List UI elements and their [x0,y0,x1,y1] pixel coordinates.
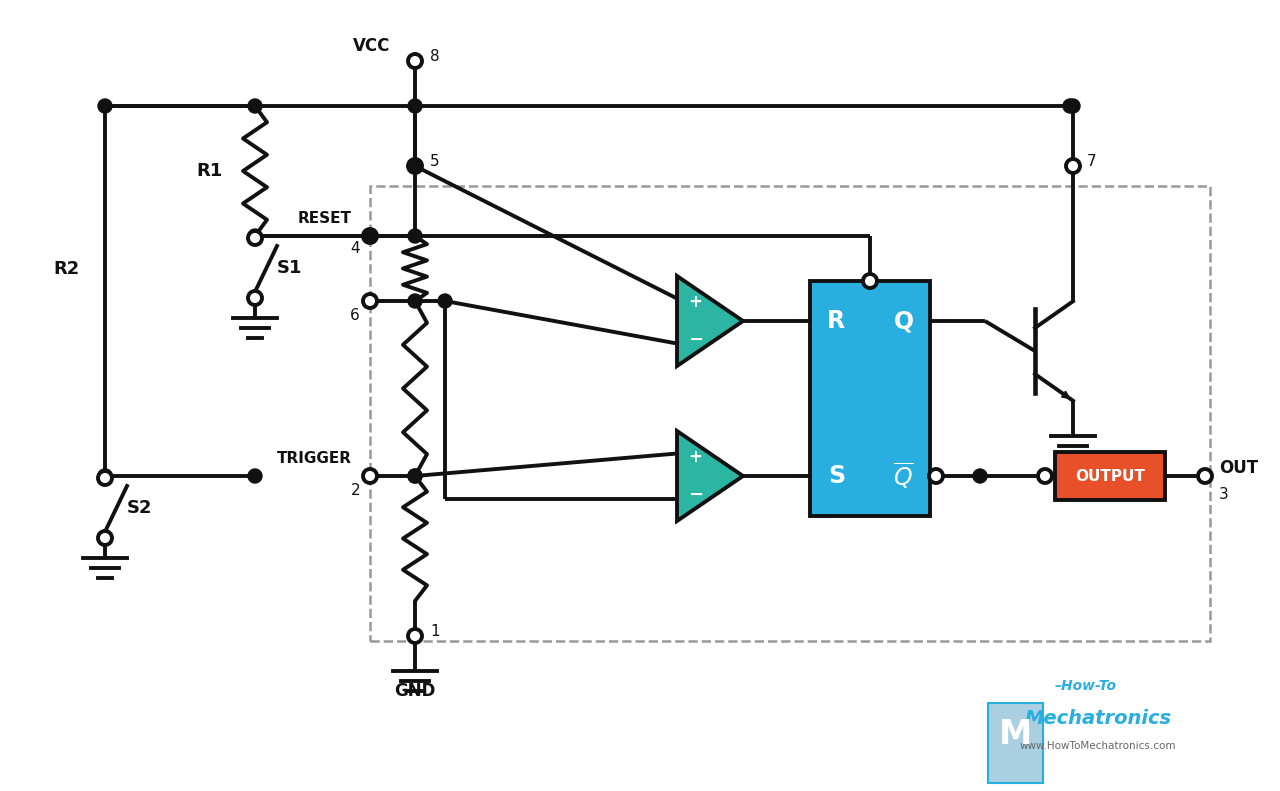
Circle shape [1066,159,1080,173]
Circle shape [863,274,877,288]
Circle shape [1062,99,1076,113]
Circle shape [248,99,262,113]
Text: $\overline{Q}$: $\overline{Q}$ [893,461,914,491]
Text: 1: 1 [430,623,439,638]
Circle shape [863,274,877,288]
Circle shape [99,469,113,483]
Text: VCC: VCC [352,37,390,55]
Text: Q: Q [893,309,914,333]
Circle shape [364,469,378,483]
Text: −: − [687,486,703,504]
Text: 6: 6 [351,308,360,323]
Text: S2: S2 [127,499,152,517]
Text: GND: GND [394,682,435,700]
Text: 3: 3 [1219,486,1229,501]
Circle shape [408,54,422,68]
Text: OUTPUT: OUTPUT [1075,468,1144,483]
Text: 4: 4 [351,240,360,255]
Text: +: + [689,293,703,311]
Text: RESET: RESET [298,210,352,225]
FancyBboxPatch shape [810,281,931,516]
Text: –How-To: –How-To [1055,679,1117,693]
Text: R: R [827,309,846,333]
Circle shape [408,469,422,483]
Circle shape [364,229,378,243]
Circle shape [1066,99,1080,113]
Text: Mechatronics: Mechatronics [1025,710,1172,729]
Text: TRIGGER: TRIGGER [276,451,352,465]
Circle shape [408,159,422,173]
Bar [370,186,1210,641]
Circle shape [408,294,422,308]
Circle shape [1038,469,1052,483]
Polygon shape [677,431,742,521]
Circle shape [408,159,422,173]
Circle shape [408,629,422,643]
Text: 2: 2 [351,483,360,498]
Circle shape [973,469,987,483]
Text: +: + [689,448,703,466]
Text: M: M [998,718,1032,751]
Text: 8: 8 [430,48,439,63]
Text: www.HowToMechatronics.com: www.HowToMechatronics.com [1020,741,1176,751]
Circle shape [408,99,422,113]
Circle shape [1198,469,1212,483]
FancyBboxPatch shape [1055,452,1165,500]
Circle shape [99,99,113,113]
Circle shape [929,469,943,483]
Circle shape [408,469,422,483]
Text: −: − [687,331,703,349]
Circle shape [248,231,262,245]
FancyBboxPatch shape [988,703,1043,783]
Circle shape [99,531,113,545]
Text: 7: 7 [1087,153,1097,168]
Text: S1: S1 [276,259,302,277]
Circle shape [364,229,378,243]
Circle shape [408,229,422,243]
Circle shape [99,471,113,485]
Text: S: S [828,464,845,488]
Circle shape [248,229,262,243]
Circle shape [248,291,262,305]
Text: OUT: OUT [1219,459,1258,477]
Polygon shape [677,276,742,366]
Circle shape [248,469,262,483]
Text: R2: R2 [54,259,81,278]
Text: 5: 5 [430,153,439,168]
Circle shape [99,469,113,483]
Circle shape [438,294,452,308]
Text: R1: R1 [197,162,223,180]
Circle shape [364,294,378,308]
